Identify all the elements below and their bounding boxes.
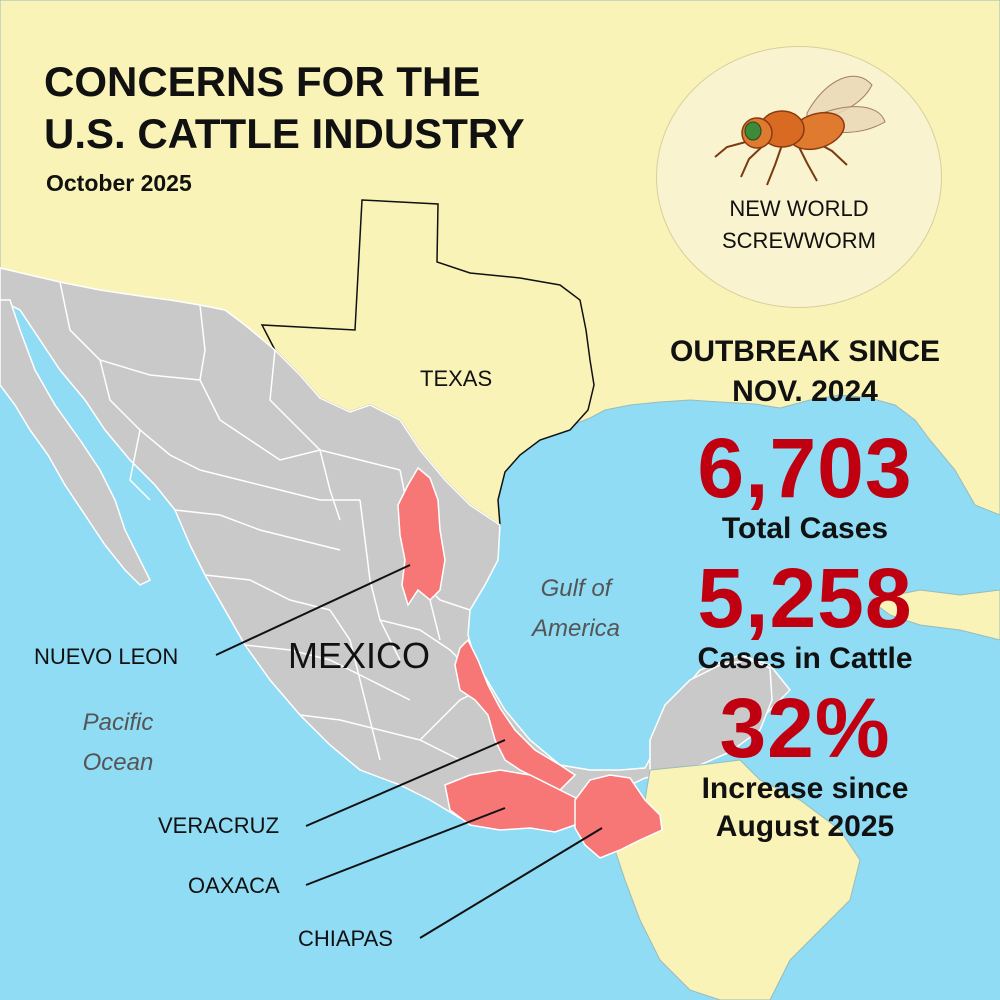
title-line2: U.S. CATTLE INDUSTRY [44,110,525,157]
leader-chiapas [419,827,603,939]
label-texas: TEXAS [420,366,492,391]
screwworm-fly-icon [714,75,886,186]
leader-lines [215,564,603,939]
increase-value: 32% [719,681,891,775]
outbreak-stats: OUTBREAK SINCE NOV. 2024 6,703 Total Cas… [630,332,980,846]
label-pacific-line2: Ocean [83,749,154,776]
increase-label-line2: August 2025 [715,810,895,843]
date: October 2025 [46,170,192,196]
label-gulf-line2: America [530,615,620,642]
stats-heading-line2: NOV. 2024 [732,375,878,408]
leader-veracruz [305,739,506,827]
label-chiapas: CHIAPAS [298,926,393,951]
label-mexico: MEXICO [288,635,430,676]
title: CONCERNS FOR THE U.S. CATTLE INDUSTRY [44,56,525,160]
state-chiapas[interactable] [574,774,663,859]
badge-line1: NEW WORLD [729,196,869,221]
central-america [614,759,861,1000]
badge-label: NEW WORLD SCREWWORM [657,193,941,257]
screwworm-badge: NEW WORLD SCREWWORM [656,46,942,308]
leader-oaxaca [305,807,506,886]
increase-label-line1: Increase since [701,772,909,805]
leader-nuevo-leon [215,564,411,656]
stats-heading-line1: OUTBREAK SINCE [669,335,940,368]
total-cases-value: 6,703 [697,421,913,515]
label-veracruz: VERACRUZ [158,813,279,838]
cattle-cases-label: Cases in Cattle [697,642,913,675]
label-pacific-line1: Pacific [83,709,154,736]
label-oaxaca: OAXACA [188,873,280,898]
cuba [868,589,1000,641]
total-cases-label: Total Cases [721,512,889,545]
title-line1: CONCERNS FOR THE [44,58,481,105]
badge-line2: SCREWWORM [722,228,876,253]
baja-california [0,299,152,586]
state-nuevo-leon[interactable] [397,466,446,607]
label-gulf-line1: Gulf of [541,575,614,602]
mexico-land [0,267,792,826]
cattle-cases-value: 5,258 [697,551,913,645]
label-nuevo-leon: NUEVO LEON [34,644,178,669]
